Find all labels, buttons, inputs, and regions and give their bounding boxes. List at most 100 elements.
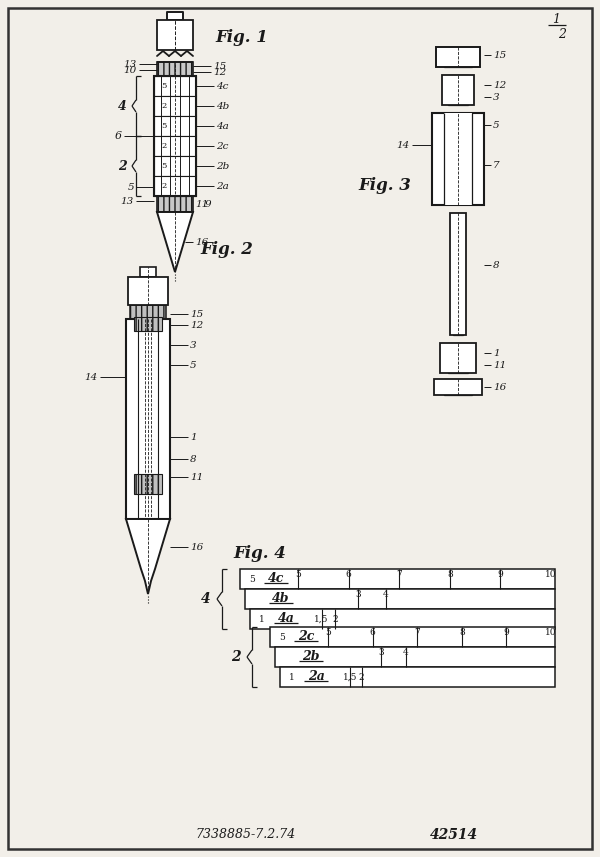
- Bar: [154, 136, 196, 156]
- Text: 1: 1: [552, 13, 560, 26]
- Text: 13: 13: [124, 59, 137, 69]
- Text: 2: 2: [161, 102, 167, 110]
- Text: 4a: 4a: [216, 122, 229, 130]
- Text: 16: 16: [190, 542, 203, 552]
- Text: 15: 15: [493, 51, 506, 59]
- Text: 5: 5: [325, 628, 331, 637]
- Text: 12: 12: [190, 321, 203, 329]
- Text: 2b: 2b: [302, 650, 320, 662]
- Text: 2b: 2b: [216, 161, 229, 171]
- Text: 1: 1: [493, 349, 500, 357]
- Text: 4: 4: [403, 648, 409, 657]
- Bar: [448, 343, 468, 373]
- Text: 1: 1: [190, 433, 197, 441]
- Bar: [140, 267, 156, 277]
- Text: 8: 8: [190, 454, 197, 464]
- Bar: [130, 305, 166, 319]
- Bar: [134, 317, 162, 331]
- Text: 6: 6: [346, 570, 352, 579]
- Text: 5: 5: [279, 632, 285, 642]
- Text: 6: 6: [115, 131, 122, 141]
- Text: 5: 5: [249, 574, 255, 584]
- Bar: [440, 343, 476, 373]
- Text: 10: 10: [545, 570, 557, 579]
- Bar: [154, 116, 196, 136]
- Bar: [436, 47, 480, 67]
- Bar: [250, 609, 555, 629]
- Text: 9: 9: [497, 570, 503, 579]
- Text: Fig. 2: Fig. 2: [200, 241, 253, 257]
- Bar: [154, 176, 196, 196]
- Text: 2: 2: [332, 614, 338, 624]
- Text: 8: 8: [447, 570, 452, 579]
- Text: 5: 5: [161, 162, 167, 170]
- Bar: [240, 569, 555, 589]
- Bar: [453, 213, 463, 335]
- Bar: [157, 20, 193, 50]
- Text: 4a: 4a: [278, 612, 295, 625]
- Bar: [432, 113, 484, 205]
- Text: 14: 14: [397, 141, 410, 149]
- Text: 2: 2: [359, 673, 364, 681]
- Text: 10: 10: [545, 628, 557, 637]
- Text: 7: 7: [493, 160, 500, 170]
- Text: 12: 12: [493, 81, 506, 89]
- Text: 4: 4: [118, 99, 127, 112]
- Text: 7338885-7.2.74: 7338885-7.2.74: [195, 829, 295, 842]
- Bar: [275, 647, 555, 667]
- Polygon shape: [157, 212, 193, 272]
- Text: 1,5: 1,5: [314, 614, 329, 624]
- Text: 3: 3: [493, 93, 500, 101]
- Text: 5: 5: [127, 183, 134, 191]
- Text: 5: 5: [161, 122, 167, 130]
- Text: 8: 8: [459, 628, 464, 637]
- Text: 2c: 2c: [298, 630, 314, 643]
- Bar: [280, 667, 555, 687]
- Text: 4b: 4b: [216, 101, 229, 111]
- Text: 15: 15: [190, 309, 203, 319]
- Text: 42514: 42514: [430, 828, 478, 842]
- Text: 4: 4: [383, 590, 389, 599]
- Text: 10: 10: [124, 65, 137, 75]
- Text: 5: 5: [493, 121, 500, 129]
- Bar: [126, 319, 170, 519]
- Text: 2a: 2a: [308, 669, 325, 682]
- Bar: [154, 156, 196, 176]
- Text: 6: 6: [370, 628, 376, 637]
- Text: 13: 13: [121, 196, 134, 206]
- Text: Fig. 4: Fig. 4: [233, 544, 286, 561]
- Bar: [442, 75, 474, 105]
- Bar: [448, 75, 468, 105]
- Text: 14: 14: [85, 373, 98, 381]
- Bar: [154, 76, 196, 196]
- Text: Fig. 3: Fig. 3: [358, 177, 411, 194]
- Text: 5: 5: [295, 570, 301, 579]
- Bar: [444, 379, 472, 395]
- Text: 2: 2: [118, 159, 127, 172]
- Text: 2: 2: [231, 650, 241, 664]
- Text: 11: 11: [190, 472, 203, 482]
- Text: 1,5: 1,5: [343, 673, 357, 681]
- Text: 4b: 4b: [272, 591, 290, 604]
- Text: 16: 16: [493, 382, 506, 392]
- Text: 5: 5: [161, 82, 167, 90]
- Text: 1: 1: [289, 673, 295, 681]
- Bar: [450, 213, 466, 335]
- Text: 9: 9: [503, 628, 509, 637]
- Text: 1: 1: [259, 614, 265, 624]
- Text: 3: 3: [355, 590, 361, 599]
- Text: 2c: 2c: [216, 141, 229, 151]
- Text: 9: 9: [205, 200, 212, 208]
- Bar: [157, 196, 193, 212]
- Text: 15: 15: [213, 62, 226, 70]
- Bar: [154, 76, 196, 96]
- Text: 11: 11: [493, 361, 506, 369]
- Text: 7: 7: [397, 570, 402, 579]
- Bar: [157, 62, 193, 76]
- Text: 16: 16: [195, 237, 208, 247]
- Text: 3: 3: [190, 340, 197, 350]
- Bar: [434, 379, 482, 395]
- Text: 5: 5: [190, 361, 197, 369]
- Bar: [444, 113, 472, 205]
- Bar: [128, 277, 168, 305]
